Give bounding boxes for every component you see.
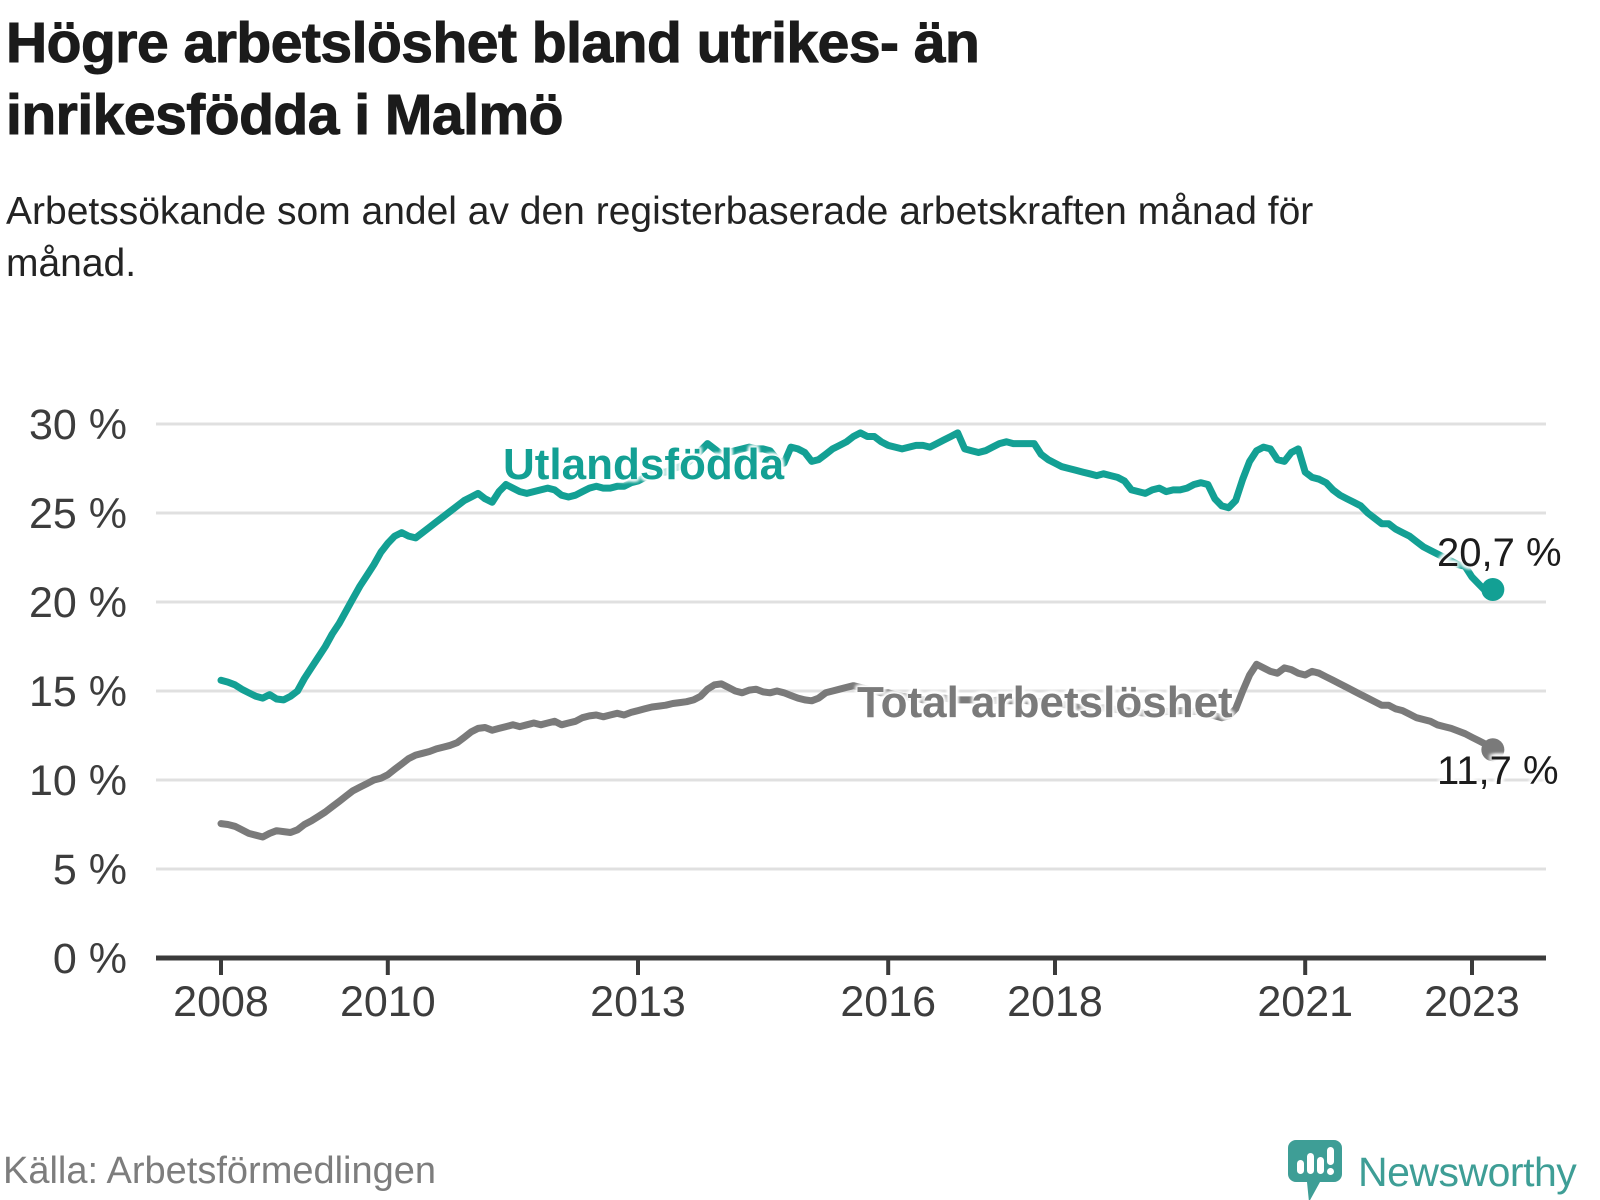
x-axis-label-2013: 2013 — [590, 978, 686, 1026]
series-end-dot-0 — [1481, 578, 1505, 602]
x-axis-label-2010: 2010 — [340, 978, 436, 1026]
end-value-label-utlandsfodda: 20,7 % — [1437, 531, 1562, 575]
y-axis-label-10: 10 % — [29, 757, 127, 805]
y-axis-label-20: 20 % — [29, 579, 127, 627]
series-label-total-arbetsloshet: Total arbetslöshet — [857, 678, 1233, 727]
newsworthy-brand: Newsworthy — [1288, 1140, 1577, 1200]
newsworthy-bubble-bar-chart-icon — [1288, 1140, 1342, 1200]
series-line-0 — [217, 429, 1497, 704]
y-axis-label-25: 25 % — [29, 490, 127, 538]
y-axis-label-15: 15 % — [29, 668, 127, 716]
series-label-utlandsfodda: Utlandsfödda — [503, 440, 785, 489]
x-axis-label-2021: 2021 — [1257, 978, 1353, 1026]
y-axis-label-0: 0 % — [53, 935, 127, 983]
series-end-dot-1 — [1481, 738, 1505, 762]
y-axis-label-30: 30 % — [29, 401, 127, 449]
x-axis-label-2023: 2023 — [1424, 978, 1520, 1026]
newsworthy-wordmark: Newsworthy — [1358, 1149, 1577, 1195]
x-axis-label-2016: 2016 — [840, 978, 936, 1026]
source-caption: Källa: Arbetsförmedlingen — [3, 1150, 437, 1192]
series-line-1 — [217, 660, 1497, 841]
x-axis-label-2008: 2008 — [173, 978, 269, 1026]
page-subtitle: Arbetssökande som andel av den registerb… — [6, 190, 1314, 285]
page-title: Högre arbetslöshet bland utrikes- än inr… — [6, 11, 981, 148]
end-value-label-total: 11,7 % — [1437, 749, 1559, 793]
x-axis-label-2018: 2018 — [1007, 978, 1103, 1026]
y-axis-label-5: 5 % — [53, 846, 127, 894]
